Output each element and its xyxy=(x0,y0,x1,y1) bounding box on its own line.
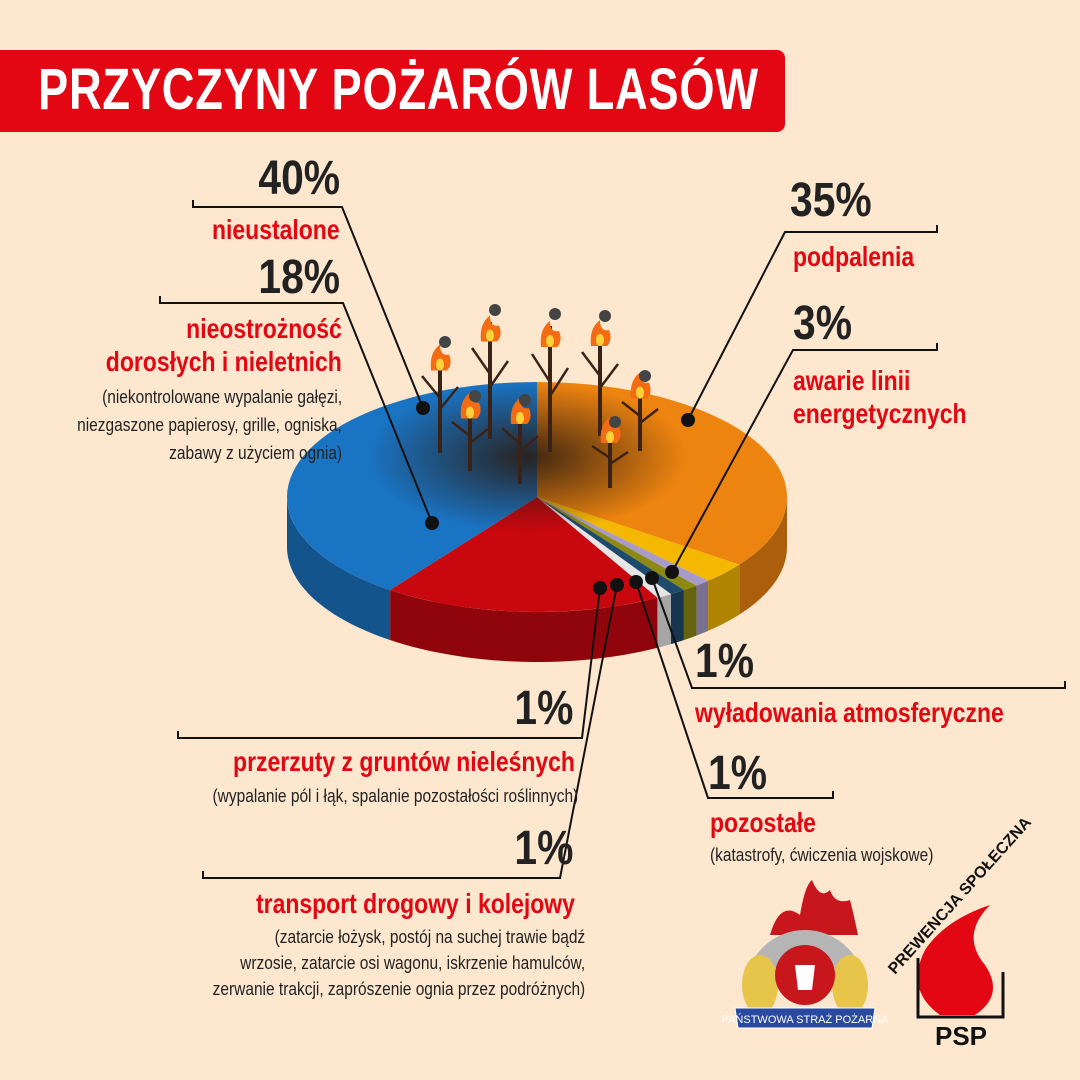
title-banner xyxy=(0,50,785,132)
label-awarie-name1: awarie linii xyxy=(793,365,911,396)
label-pozostale-desc: (katastrofy, ćwiczenia wojskowe) xyxy=(710,845,934,865)
leader-line xyxy=(192,200,424,409)
leader-dot xyxy=(593,581,607,595)
label-transport-desc3: zerwanie trakcji, zaprószenie ognia prze… xyxy=(212,979,585,999)
pie-slice-side xyxy=(683,585,697,640)
leader-line xyxy=(671,343,938,573)
label-nieostroznosc-desc2: niezgaszone papierosy, grille, ogniska, xyxy=(77,415,342,435)
label-transport-name: transport drogowy i kolejowy xyxy=(256,888,575,919)
label-przerzuty-pct: 1% xyxy=(514,682,573,735)
label-wyladowania-pct: 1% xyxy=(695,635,754,688)
leader-line xyxy=(159,296,433,524)
label-nieostroznosc-pct: 18% xyxy=(258,251,340,304)
burning-tree-icon xyxy=(501,394,539,484)
leader-dot xyxy=(645,571,659,585)
label-awarie-pct: 3% xyxy=(793,297,852,350)
leader-dot xyxy=(681,413,695,427)
leader-dot xyxy=(416,401,430,415)
leader-line xyxy=(687,225,938,421)
burning-tree-icon xyxy=(421,336,459,453)
leader-line xyxy=(651,577,1066,689)
burning-tree-icon xyxy=(530,308,570,452)
label-wyladowania-name: wyładowania atmosferyczne xyxy=(695,697,1004,728)
label-transport-pct: 1% xyxy=(514,822,573,875)
burning-tree-icon xyxy=(591,416,629,488)
pie-slice-side xyxy=(671,590,684,645)
label-podpalenia-name: podpalenia xyxy=(793,241,915,272)
leader-line xyxy=(635,581,834,799)
label-transport-desc2: wrzosie, zatarcie osi wagonu, iskrzenie … xyxy=(239,953,585,973)
pie-slice-side xyxy=(739,497,787,615)
burning-tree-icon xyxy=(621,370,659,451)
pie-slice-side xyxy=(696,580,709,636)
label-pozostale-pct: 1% xyxy=(708,747,767,800)
label-nieostroznosc-desc1: (niekontrolowane wypalanie gałęzi, xyxy=(101,387,342,407)
pie-slice-side xyxy=(708,564,740,631)
label-nieustalone-pct: 40% xyxy=(258,152,340,205)
label-przerzuty-desc: (wypalanie pól i łąk, spalanie pozostało… xyxy=(212,786,578,806)
page-title: PRZYCZYNY POŻARÓW LASÓW xyxy=(38,57,759,122)
pie-slice-side xyxy=(657,594,671,648)
label-transport-desc1: (zatarcie łożysk, postój na suchej trawi… xyxy=(274,927,585,947)
leader-dot xyxy=(629,575,643,589)
leader-line xyxy=(177,587,601,739)
burning-tree-icon xyxy=(451,390,489,471)
leader-dot xyxy=(665,565,679,579)
leader-dot xyxy=(610,578,624,592)
label-nieustalone-name: nieustalone xyxy=(212,214,340,245)
label-pozostale-name: pozostałe xyxy=(710,807,816,838)
label-nieostroznosc-name1: nieostrożność xyxy=(186,313,342,344)
pie-slice-side xyxy=(287,497,391,640)
burning-tree-icon xyxy=(470,304,510,439)
leader-line xyxy=(202,584,618,879)
leader-dot xyxy=(425,516,439,530)
label-podpalenia-pct: 35% xyxy=(790,174,872,227)
label-nieostroznosc-name2: dorosłych i nieletnich xyxy=(105,346,342,377)
pie-slice-7 xyxy=(390,497,658,612)
burnt-area xyxy=(367,382,687,532)
label-przerzuty-name: przerzuty z gruntów nieleśnych xyxy=(233,746,575,777)
label-awarie-name2: energetycznych xyxy=(793,398,967,429)
label-nieostroznosc-desc3: zabawy z użyciem ognia) xyxy=(169,443,342,463)
pie-slice-side xyxy=(390,590,658,662)
burning-tree-icon xyxy=(581,310,619,436)
